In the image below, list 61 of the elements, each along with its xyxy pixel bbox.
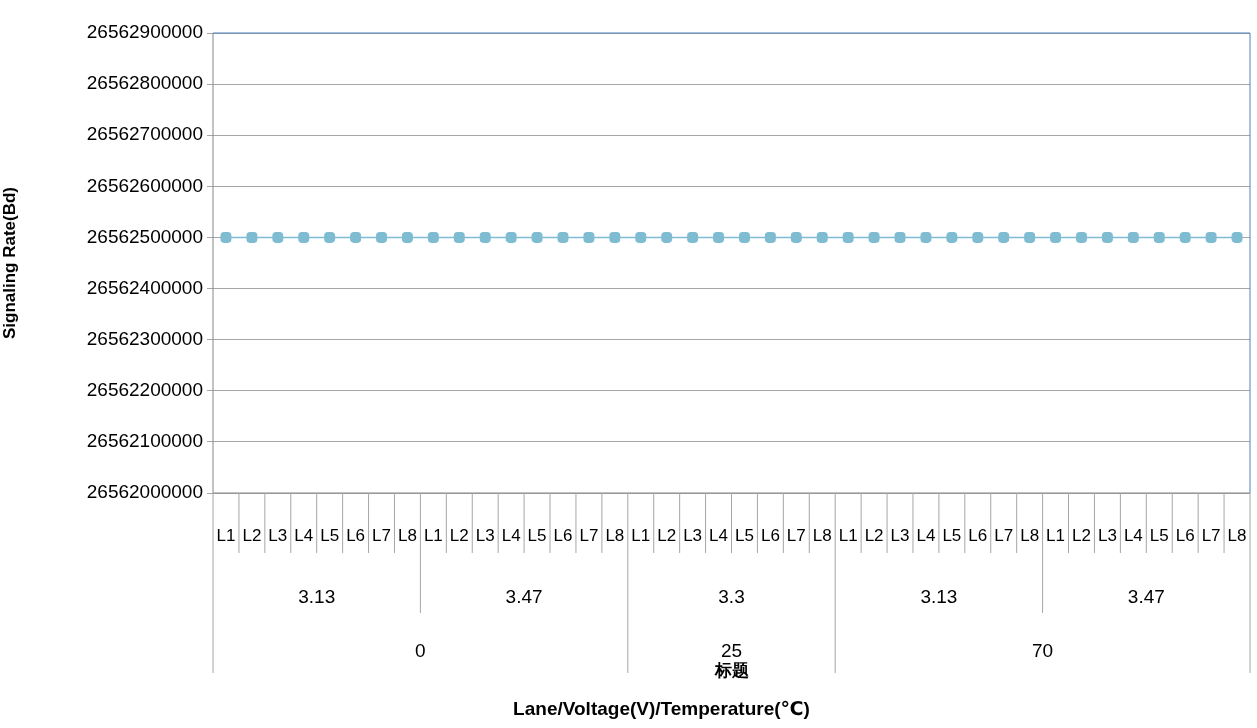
x-tick-label: L4 <box>294 525 314 545</box>
x-tick-label: L4 <box>1123 525 1143 545</box>
x-tick-label: L5 <box>1149 525 1169 545</box>
y-tick-label: 26562000000 <box>86 481 203 503</box>
x-tick-label: L4 <box>916 525 936 545</box>
y-axis-title: Signaling Rate(Bd) <box>0 186 19 340</box>
x-tick-label: L7 <box>1201 525 1221 545</box>
x-tick-label: L7 <box>994 525 1014 545</box>
x-tick-label: L1 <box>216 525 236 545</box>
x-tick-label: L2 <box>449 525 469 545</box>
text: 25 <box>720 640 743 662</box>
text: 3.13 <box>920 586 958 608</box>
x-tick-label: L3 <box>890 525 910 545</box>
x-tick-label: L2 <box>864 525 884 545</box>
x-tick-label: L5 <box>320 525 340 545</box>
x-tick-label: L7 <box>579 525 599 545</box>
text: 3.3 <box>718 586 745 608</box>
text: 3.47 <box>1127 586 1165 608</box>
x-tick-label: L5 <box>527 525 547 545</box>
x-tick-label: L8 <box>812 525 832 545</box>
x-tick-label: L7 <box>372 525 391 545</box>
x-tick-label: L6 <box>1175 525 1195 545</box>
x-tick-label: L8 <box>1020 525 1040 545</box>
y-tick-label: 26562900000 <box>86 21 203 43</box>
x-tick-label: L1 <box>423 525 443 545</box>
text: 3.47 <box>505 586 543 608</box>
x-tick-label: L8 <box>397 525 417 545</box>
x-tick-label: L2 <box>242 525 262 545</box>
x-tick-label: L2 <box>657 525 677 545</box>
text: 70 <box>1032 640 1054 662</box>
x-tick-label: L8 <box>1227 525 1247 545</box>
text: 3.13 <box>298 586 336 608</box>
x-tick-label: L1 <box>1046 525 1066 545</box>
y-tick-label: 26562500000 <box>86 225 203 247</box>
x-tick-label: L1 <box>838 525 858 545</box>
x-tick-label: L5 <box>942 525 962 545</box>
y-tick-label: 26562700000 <box>86 123 203 145</box>
x-tick-label: L4 <box>709 525 728 545</box>
x-tick-label: L6 <box>346 525 366 545</box>
x-tick-label: L2 <box>1072 525 1091 545</box>
x-tick-label: L3 <box>683 525 703 545</box>
y-tick-label: 26562300000 <box>86 327 203 349</box>
x-tick-label: L8 <box>605 525 625 545</box>
y-tick-label: 26562100000 <box>86 430 203 452</box>
y-tick-label: 26562200000 <box>86 379 203 401</box>
x-tick-label: L3 <box>1097 525 1117 545</box>
x-tick-label: L1 <box>631 525 651 545</box>
text: 标题 <box>713 660 749 680</box>
x-tick-label: L5 <box>735 525 754 545</box>
y-tick-label: 26562800000 <box>86 72 203 94</box>
text: Lane/Voltage(V)/Temperature(℃) <box>513 698 810 720</box>
x-tick-label: L7 <box>786 525 806 545</box>
y-tick-label: 26562600000 <box>86 174 203 196</box>
x-tick-label: L6 <box>968 525 988 545</box>
x-tick-label: L3 <box>268 525 288 545</box>
y-tick-label: 26562400000 <box>86 276 203 298</box>
x-tick-label: L6 <box>553 525 573 545</box>
x-tick-label: L3 <box>475 525 495 545</box>
x-tick-label: L6 <box>760 525 780 545</box>
text: 0 <box>415 640 426 662</box>
x-tick-label: L4 <box>501 525 521 545</box>
